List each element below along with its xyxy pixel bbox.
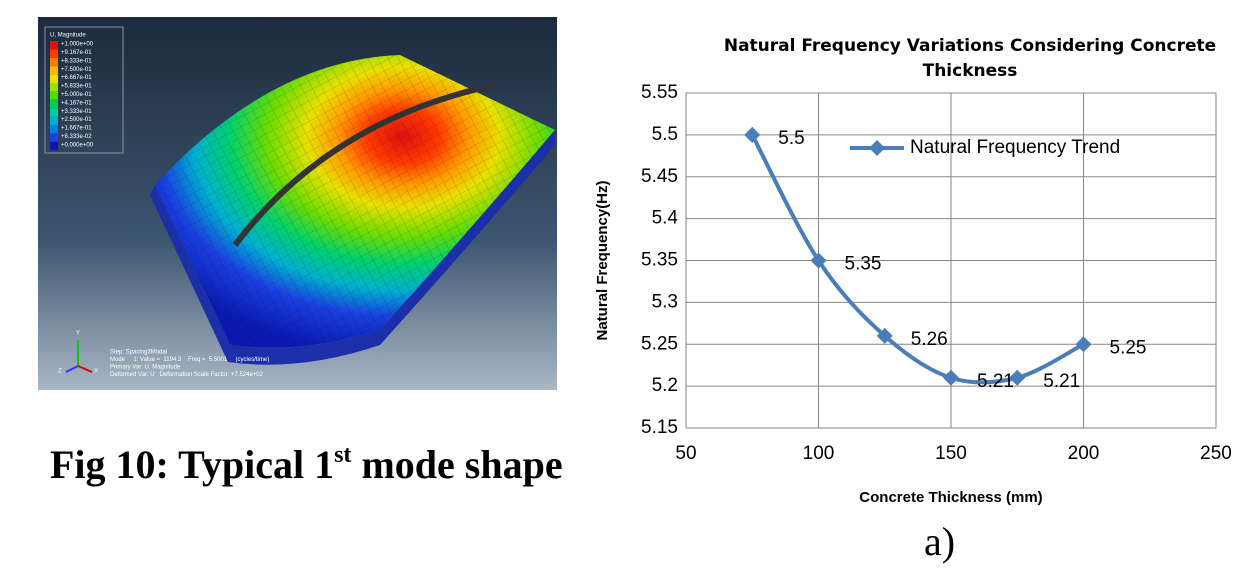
- legend-label: Natural Frequency Trend: [910, 137, 1120, 158]
- data-label: 5.26: [911, 329, 948, 350]
- marker: [744, 127, 760, 143]
- y-tick-label: 5.25: [641, 333, 678, 354]
- y-tick-label: 5.55: [641, 82, 678, 103]
- x-tick-label: 100: [803, 443, 835, 464]
- legend-marker: [869, 140, 885, 156]
- y-tick-label: 5.15: [641, 417, 678, 438]
- y-tick-label: 5.35: [641, 250, 678, 271]
- sublabel: a): [924, 518, 955, 565]
- y-tick-label: 5.4: [652, 208, 679, 229]
- chart: 5.15 5.2 5.25 5.3 5.35 5.4 5.45 5.5 5.55 50 100 150…: [0, 0, 1241, 585]
- data-label: 5.21: [1043, 371, 1080, 392]
- y-tick-label: 5.45: [641, 166, 678, 187]
- x-tick-label: 250: [1200, 443, 1232, 464]
- y-axis-label: Natural Frequency(Hz): [594, 180, 611, 340]
- data-label: 5.35: [845, 254, 882, 275]
- x-tick-label: 50: [675, 443, 696, 464]
- x-tick-label: 200: [1068, 443, 1100, 464]
- data-label: 5.5: [778, 128, 804, 149]
- marker: [943, 370, 959, 386]
- y-tick-label: 5.2: [652, 375, 678, 396]
- data-label: 5.25: [1110, 337, 1147, 358]
- x-tick-label: 150: [935, 443, 967, 464]
- page: U, Magnitude+1.000e+00+9.167e-01+8.333e-…: [0, 0, 1241, 585]
- data-label: 5.21: [977, 371, 1014, 392]
- y-tick-label: 5.3: [652, 291, 678, 312]
- y-tick-label: 5.5: [652, 124, 678, 145]
- x-axis-label: Concrete Thickness (mm): [859, 489, 1042, 506]
- marker: [1076, 336, 1092, 352]
